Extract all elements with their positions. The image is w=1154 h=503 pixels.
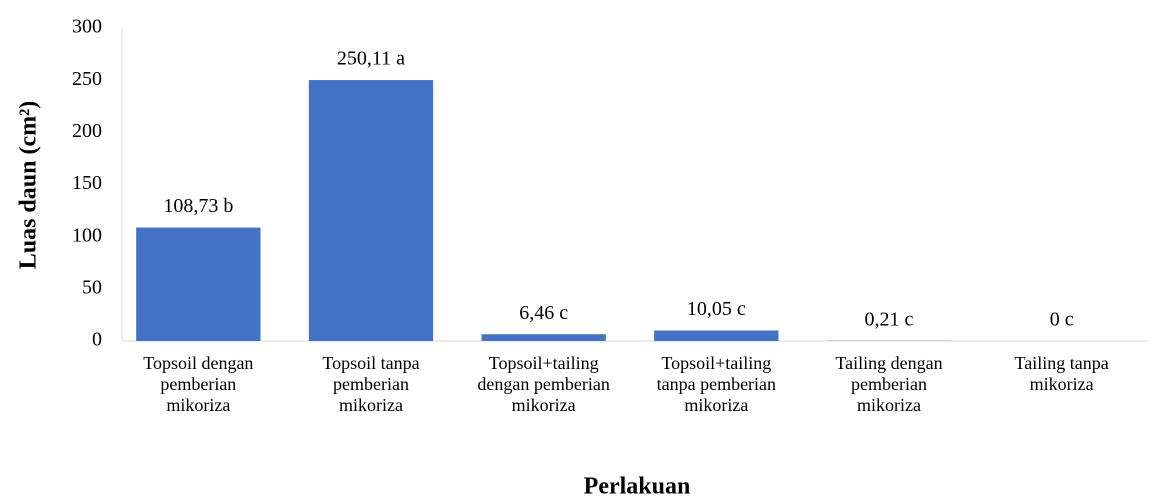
x-tick-label-box: Topsoil+tailing tanpa pemberian mikoriza <box>656 353 777 415</box>
x-tick-label-box: Topsoil dengan pemberian mikoriza <box>143 353 254 415</box>
y-tick-label: 200 <box>72 120 102 142</box>
x-tick-label-box: Tailing tanpa mikoriza <box>1014 353 1109 394</box>
y-tick-label: 100 <box>72 224 102 246</box>
x-tick-label: Topsoil dengan pemberian mikoriza <box>143 353 254 415</box>
x-tick-label: Topsoil+tailing dengan pemberian mikoriz… <box>477 353 610 415</box>
bar <box>308 80 434 341</box>
x-tick-label: Topsoil+tailing tanpa pemberian mikoriza <box>656 353 777 415</box>
y-tick-label: 150 <box>72 172 102 194</box>
y-axis-label: Luas daun (cm²) <box>16 101 42 270</box>
value-label: 6,46 c <box>519 302 568 324</box>
x-tick-label-box: Tailing dengan pemberian mikoriza <box>835 353 943 415</box>
x-tick-label: Topsoil tanpa pemberian mikoriza <box>322 353 420 415</box>
value-label: 108,73 b <box>163 195 233 217</box>
bar <box>654 330 779 341</box>
x-tick-label: Tailing tanpa mikoriza <box>1014 353 1109 394</box>
bar <box>136 227 261 341</box>
y-tick-label: 50 <box>82 276 102 298</box>
y-tick-label: 300 <box>72 16 102 38</box>
value-label: 10,05 c <box>687 298 746 320</box>
x-axis-label: Perlakuan <box>584 474 691 500</box>
x-tick-label-box: Topsoil+tailing dengan pemberian mikoriz… <box>477 353 610 415</box>
y-tick-label: 0 <box>92 329 102 351</box>
value-label: 0 c <box>1050 309 1074 331</box>
x-tick-label-box: Topsoil tanpa pemberian mikoriza <box>322 353 420 415</box>
value-label: 0,21 c <box>865 308 914 330</box>
y-tick-label: 250 <box>72 68 102 90</box>
bar <box>481 334 606 341</box>
value-label: 250,11 a <box>337 48 405 70</box>
x-tick-label: Tailing dengan pemberian mikoriza <box>835 353 943 415</box>
